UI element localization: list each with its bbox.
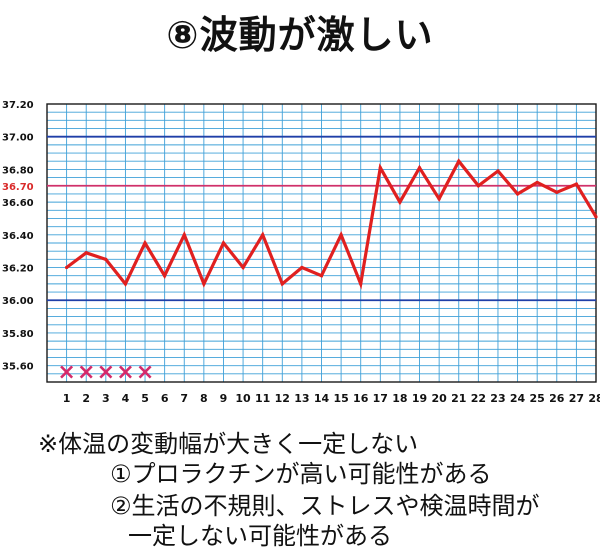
period-marker: ×: [57, 360, 75, 385]
x-tick-label: 2: [82, 392, 90, 405]
chart-grid: [46, 103, 597, 383]
temperature-point: [280, 282, 284, 286]
x-tick-label: 13: [294, 392, 309, 405]
x-tick-label: 5: [141, 392, 149, 405]
x-tick-label: 1: [63, 392, 71, 405]
temperature-line: [65, 158, 598, 290]
y-tick-label: 35.80: [2, 329, 34, 340]
y-tick-label: 35.60: [2, 362, 34, 373]
x-tick-label: 22: [471, 392, 486, 405]
period-marker: ×: [116, 360, 134, 385]
temperature-point: [65, 265, 69, 270]
reference-lines: [47, 135, 596, 302]
y-tick-label: 36.80: [2, 165, 34, 176]
x-tick-label: 12: [275, 392, 290, 405]
note-item-1: ①プロラクチンが高い可能性がある: [110, 460, 492, 488]
x-tick-label: 11: [255, 392, 270, 405]
y-tick-label: 36.20: [2, 264, 34, 275]
note-item-2: ②生活の不規則、ストレスや検温時間が: [110, 492, 540, 520]
note-item-2-cont: 一定しない可能性がある: [128, 522, 392, 550]
y-tick-label: 36.70: [2, 182, 34, 193]
temperature-point: [594, 215, 598, 219]
x-tick-label: 14: [314, 392, 330, 405]
x-tick-label: 7: [180, 392, 188, 405]
temperature-point: [241, 265, 245, 270]
page-title: ⑧波動が激しい: [166, 13, 434, 57]
temperature-point: [476, 184, 480, 188]
temperature-point: [143, 241, 147, 245]
x-tick-label: 27: [569, 392, 584, 405]
x-tick-label: 8: [200, 392, 208, 405]
period-marker: ×: [97, 360, 115, 385]
temperature-point: [574, 182, 578, 186]
temperature-point: [437, 197, 441, 201]
x-tick-label: 26: [549, 392, 565, 405]
temperature-point: [319, 274, 324, 278]
x-tick-label: 28: [588, 392, 600, 405]
temperature-point: [378, 166, 382, 170]
x-tick-label: 20: [431, 392, 447, 405]
x-tick-label: 21: [451, 392, 466, 405]
x-tick-label: 3: [102, 392, 110, 405]
temperature-series: [65, 158, 598, 290]
period-marker: ×: [136, 360, 154, 385]
x-axis-ticks: 1 2 3 4 5 6 7 8 9 10 11 12 13 14 15 16 17 18 19 20 21 22 23 24 2…: [63, 392, 600, 405]
temperature-point: [300, 265, 304, 270]
temperature-point: [417, 166, 422, 170]
temperature-point: [496, 169, 500, 173]
x-tick-label: 6: [161, 392, 169, 405]
temperature-point: [359, 282, 363, 286]
y-tick-label: 37.00: [2, 133, 34, 144]
temperature-point: [104, 257, 108, 261]
x-tick-label: 23: [490, 392, 505, 405]
temperature-point: [202, 282, 206, 286]
temperature-point: [261, 233, 265, 237]
period-markers: × × × × ×: [57, 360, 154, 385]
period-marker: ×: [77, 360, 95, 385]
temperature-point: [457, 159, 461, 163]
x-tick-label: 15: [333, 392, 348, 405]
temperature-point: [515, 192, 520, 196]
x-tick-label: 9: [220, 392, 228, 405]
x-tick-label: 17: [373, 392, 388, 405]
temperature-point: [555, 190, 559, 194]
y-tick-label: 36.40: [2, 231, 34, 242]
temperature-point: [123, 282, 128, 286]
x-tick-label: 4: [122, 392, 130, 405]
temperature-point: [182, 233, 186, 237]
y-axis-ticks: 37.20 37.00 36.80 36.70 36.60 36.40 36.20 36.00…: [2, 100, 34, 373]
x-tick-label: 24: [510, 392, 526, 405]
temperature-point: [339, 233, 343, 237]
temperature-point: [398, 200, 402, 204]
note-main: ※体温の変動幅が大きく一定しない: [38, 430, 419, 458]
plot-border: [46, 103, 597, 383]
x-tick-label: 25: [530, 392, 545, 405]
x-tick-label: 10: [235, 392, 251, 405]
x-tick-label: 19: [412, 392, 427, 405]
y-tick-label: 37.20: [2, 100, 34, 111]
temperature-point: [221, 241, 226, 245]
x-tick-label: 16: [353, 392, 369, 405]
temperature-chart: × × × × × 37.2037.0036.8036.7036.6036.4036.2…: [2, 100, 600, 405]
temperature-point: [163, 274, 167, 278]
x-tick-label: 18: [392, 392, 407, 405]
temperature-point: [535, 180, 539, 185]
temperature-point: [84, 251, 88, 255]
y-tick-label: 36.60: [2, 198, 34, 209]
y-tick-label: 36.00: [2, 296, 34, 307]
